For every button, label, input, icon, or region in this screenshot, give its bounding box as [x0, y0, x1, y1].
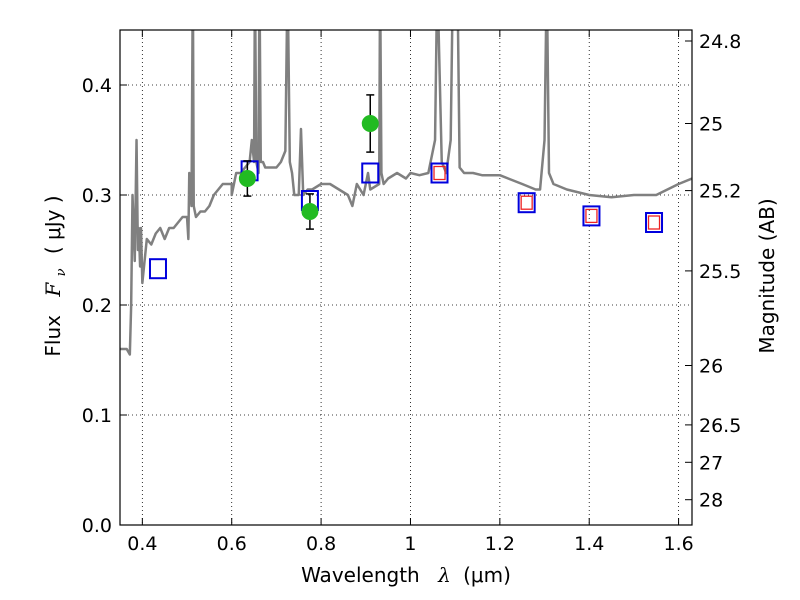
x-tick-label: 0.6: [217, 533, 247, 555]
x-tick-label: 1: [404, 533, 416, 555]
grid-lines: [120, 30, 692, 526]
model-square: [148, 258, 167, 280]
observed-point: [301, 203, 319, 220]
y2-axis-label: Magnitude (AB): [755, 198, 779, 353]
y2-tick-label: 26: [699, 356, 723, 378]
model-square-inner: [585, 208, 598, 224]
x-tick-label: 0.8: [306, 533, 336, 555]
model-square: [361, 162, 380, 184]
model-square-inner: [647, 215, 661, 230]
y2-tick-label: 25.2: [699, 181, 741, 203]
x-axis-label-text: Wavelength: [301, 563, 420, 587]
y-axis-label-text: Flux: [41, 315, 65, 357]
y2-tick-label: 27: [699, 452, 723, 474]
y-tick-label: 0.3: [82, 185, 112, 207]
template-spectrum-line: [120, 30, 692, 356]
y-tick-label: 0.1: [82, 405, 112, 427]
model-square: [645, 212, 664, 233]
y2-tick-label: 26.5: [699, 415, 741, 437]
plot-frame: [119, 29, 693, 526]
x-axis-label-unit: (μm): [463, 563, 511, 587]
y-axis-label: Flux F ν ( μJy ): [41, 195, 70, 356]
y2-tick-label: 25.5: [699, 261, 741, 283]
y2-tick-label: 28: [699, 490, 723, 512]
observed-point: [238, 170, 256, 187]
x-tick-label: 1.6: [663, 533, 693, 555]
x-tick-label: 1.2: [485, 533, 515, 555]
plot-area: [120, 30, 692, 356]
model-square-inner: [433, 165, 446, 181]
observed-point: [361, 115, 379, 132]
y2-tick-label: 25: [699, 114, 723, 136]
x-axis-label-symbol: λ: [437, 563, 451, 587]
y-tick-label: 0.0: [82, 515, 112, 537]
y2-tick-label: 24.8: [699, 31, 741, 53]
model-square: [517, 192, 536, 214]
x-tick-label: 1.4: [574, 533, 604, 555]
model-square: [430, 162, 449, 184]
y-tick-label: 0.4: [82, 75, 112, 97]
axis-ticks: 0.4 0.6 0.8 1 1.2 1.4 1.6 0.0 0.1 0.2 0.3 0.4 24.8 25…: [82, 30, 741, 555]
y-axis-label-unit: ( μJy ): [41, 195, 65, 254]
x-axis-label: Wavelength λ (μm): [301, 563, 511, 587]
model-square-inner: [520, 195, 533, 210]
model-square: [582, 205, 601, 227]
y-axis-label-subscript: ν: [54, 268, 69, 276]
x-tick-label: 0.4: [127, 533, 157, 555]
y-axis-label-symbol: F: [41, 282, 65, 298]
y-tick-label: 0.2: [82, 295, 112, 317]
